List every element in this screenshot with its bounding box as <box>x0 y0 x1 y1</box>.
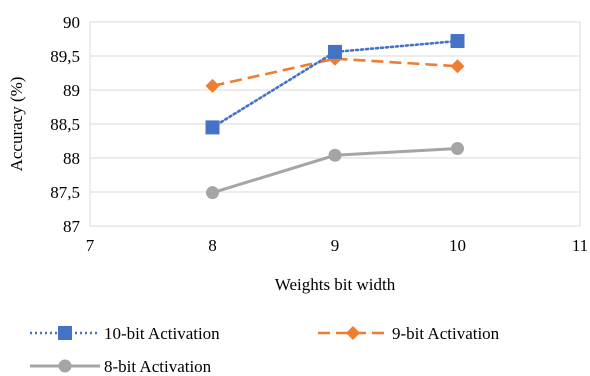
series-group <box>205 34 465 200</box>
y-tick-label: 87,5 <box>50 183 80 202</box>
legend-item: 8-bit Activation <box>30 357 212 376</box>
y-tick-label: 90 <box>63 13 80 32</box>
x-tick-label: 9 <box>331 236 340 255</box>
legend-item: 10-bit Activation <box>30 324 220 343</box>
x-tick-label: 10 <box>449 236 466 255</box>
data-point <box>450 59 465 74</box>
y-axis-label: Accuracy (%) <box>7 77 26 172</box>
y-tick-label: 89 <box>63 81 80 100</box>
legend: 10-bit Activation 9-bit Activation 8-bit A… <box>30 324 500 376</box>
data-point <box>328 44 342 59</box>
data-point <box>450 34 465 49</box>
y-tick-label: 89,5 <box>50 47 80 66</box>
series-line <box>212 57 458 88</box>
data-point <box>206 186 219 200</box>
data-point <box>205 78 220 93</box>
legend-marker <box>58 359 72 373</box>
legend-label: 10-bit Activation <box>104 324 220 343</box>
x-axis-label: Weights bit width <box>275 275 396 294</box>
data-point <box>328 148 342 162</box>
legend-label: 9-bit Activation <box>392 324 500 343</box>
data-point <box>205 120 220 135</box>
x-tick-label: 7 <box>86 236 95 255</box>
axes <box>89 22 581 226</box>
legend-item: 9-bit Activation <box>318 324 500 343</box>
y-tick-label: 87 <box>63 217 81 236</box>
y-tick-label: 88 <box>63 149 80 168</box>
legend-marker <box>346 326 360 340</box>
y-tick-label: 88,5 <box>50 115 80 134</box>
x-tick-label: 8 <box>208 236 217 255</box>
series-10-bit-activation <box>205 34 465 135</box>
data-point <box>451 141 464 155</box>
legend-label: 8-bit Activation <box>104 357 212 376</box>
legend-marker <box>58 326 72 340</box>
series-8-bit-activation <box>206 141 464 200</box>
x-tick-label: 11 <box>572 236 588 255</box>
